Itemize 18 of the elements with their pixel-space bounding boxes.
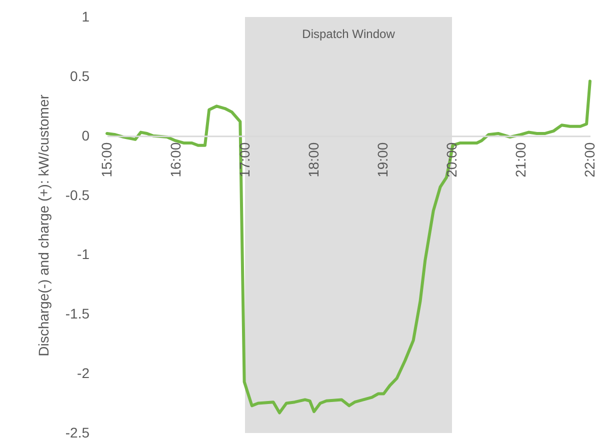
y-tick-label: -1 <box>77 246 90 262</box>
x-tick-label: 15:00 <box>98 142 114 178</box>
y-tick-label: 0 <box>82 127 90 144</box>
band-label: Dispatch Window <box>302 27 396 41</box>
y-tick-label: 1 <box>82 8 90 24</box>
y-tick-label: 0.5 <box>70 68 90 84</box>
y-axis-title: Discharge(-) and charge (+): kW/customer <box>35 94 52 356</box>
y-tick-label: -1.5 <box>65 306 90 322</box>
x-tick-label: 20:00 <box>444 142 460 178</box>
x-tick-label: 19:00 <box>374 142 390 178</box>
x-tick-label: 21:00 <box>512 142 528 178</box>
x-tick-label: 18:00 <box>306 142 322 178</box>
x-tick-label: 22:00 <box>582 142 598 178</box>
y-tick-label: -0.5 <box>65 186 90 203</box>
x-tick-label: 16:00 <box>168 142 184 178</box>
x-tick-label: 17:00 <box>236 142 252 178</box>
y-tick-label: -2.5 <box>65 424 90 440</box>
y-tick-label: -2 <box>77 365 90 382</box>
